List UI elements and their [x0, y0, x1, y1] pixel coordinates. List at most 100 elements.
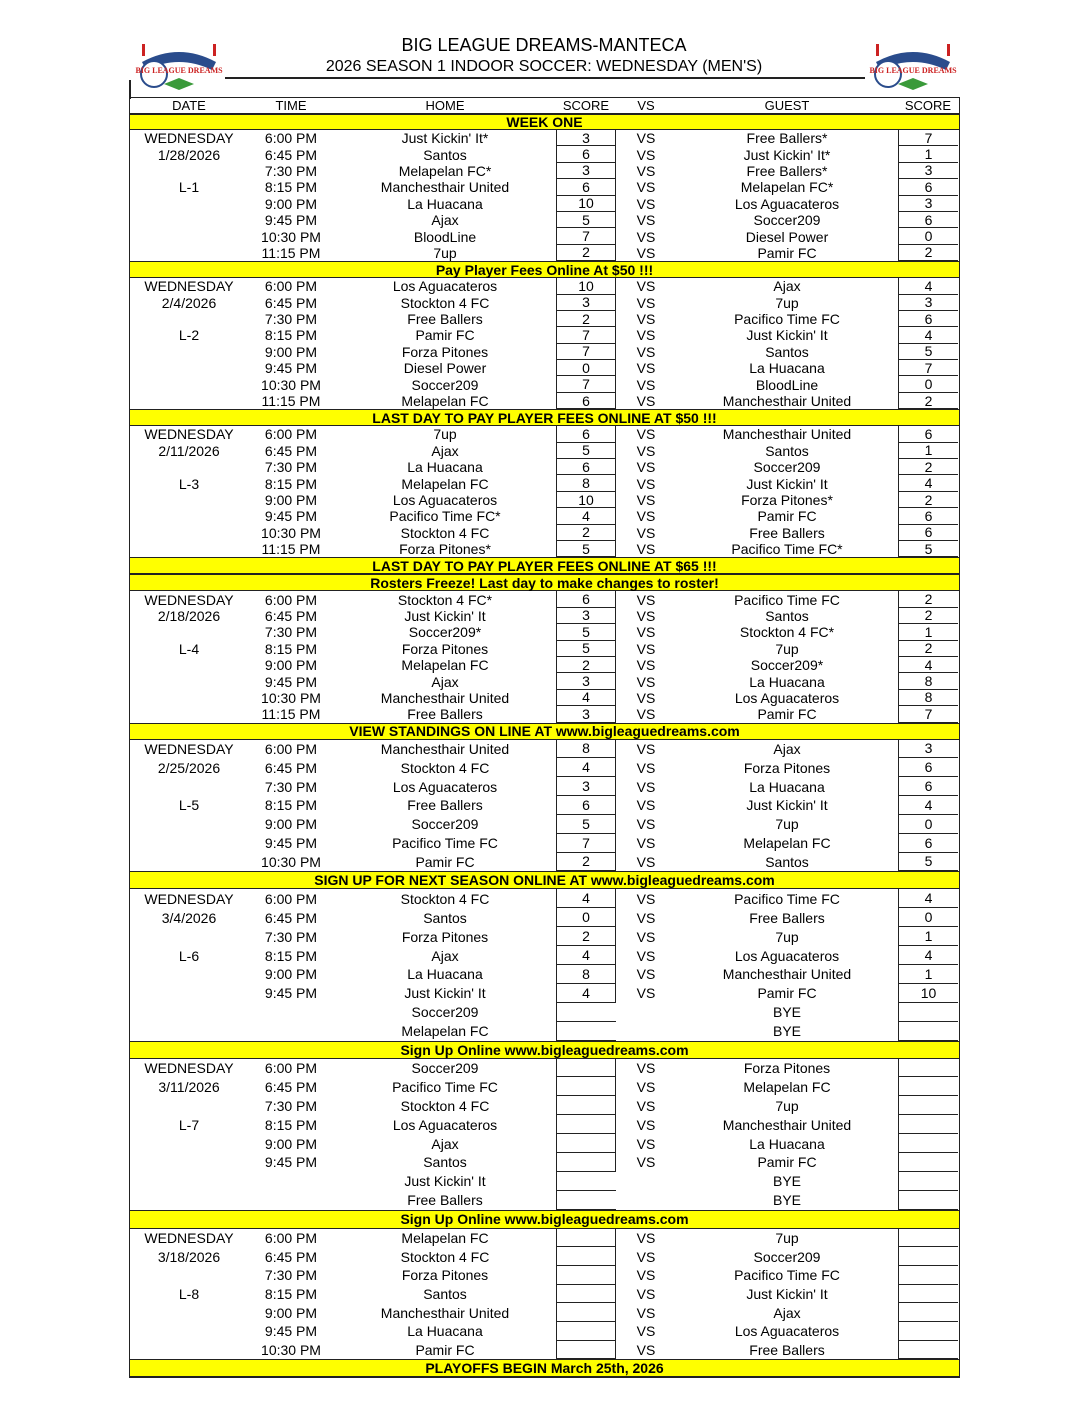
vs-label: VS: [636, 797, 656, 814]
guest-score: 2: [898, 491, 958, 509]
home-score: 7: [556, 833, 616, 853]
table-row: L-4 8:15 PM Forza Pitones 5 VS 7up 2: [130, 640, 959, 657]
guest-team: Santos: [765, 343, 809, 360]
date-cell: [130, 1096, 248, 1115]
table-row: WEDNESDAY 6:00 PM Manchesthair United 8 VS Aj…: [130, 739, 959, 759]
home-team: Soccer209: [411, 816, 479, 833]
home-team: Ajax: [431, 212, 459, 229]
guest-team: Just Kickin' It: [746, 797, 828, 814]
home-score: 7: [556, 376, 616, 393]
home-score: 2: [556, 244, 616, 262]
home-score: 5: [556, 640, 616, 657]
guest-score: 6: [898, 426, 958, 443]
guest-score: 0: [898, 228, 958, 245]
time-cell: 7:30 PM: [264, 162, 318, 179]
home-score: 2: [556, 310, 616, 328]
vs-label: [616, 1022, 676, 1041]
guest-team: La Huacana: [749, 673, 825, 690]
home-score: 7: [556, 343, 616, 361]
home-team: Just Kickin' It*: [401, 130, 489, 147]
banner-notice: VIEW STANDINGS ON LINE AT www.bigleagued…: [130, 722, 959, 740]
vs-label: VS: [636, 1304, 656, 1321]
guest-score: 4: [898, 889, 958, 909]
guest-team: Free Ballers: [749, 524, 825, 541]
col-date: DATE: [172, 98, 206, 113]
time-cell: 9:00 PM: [264, 1304, 318, 1321]
table-row: 11:15 PM Free Ballers 3 VS Pamir FC 7: [130, 706, 959, 723]
time-cell: 10:30 PM: [261, 853, 321, 870]
guest-score: 3: [898, 739, 958, 759]
table-row: L-7 8:15 PM Los Aguacateros VS Manchesthair …: [130, 1115, 959, 1135]
home-team: Melapelan FC*: [398, 162, 492, 179]
time-cell: 7:30 PM: [264, 1267, 318, 1284]
home-score: 6: [556, 426, 616, 443]
guest-team: BYE: [772, 1004, 801, 1021]
guest-team: BYE: [772, 1192, 801, 1209]
guest-team: Melapelan FC: [743, 835, 831, 852]
date-cell: [130, 344, 248, 360]
time-cell: 10:30 PM: [261, 228, 321, 245]
vs-label: VS: [636, 426, 656, 443]
guest-score: 4: [898, 656, 958, 674]
vs-label: VS: [636, 360, 656, 377]
guest-score: 2: [898, 459, 958, 476]
banner-notice: WEEK ONE: [130, 114, 959, 130]
time-cell: 9:00 PM: [264, 492, 318, 508]
banner-notice: LAST DAY TO PAY PLAYER FEES ONLINE AT $5…: [130, 409, 959, 427]
guest-team: Pacifico Time FC: [734, 311, 840, 328]
time-cell: 8:15 PM: [264, 475, 318, 492]
banner-notice: Pay Player Fees Online At $50 !!!: [130, 261, 959, 279]
col-home: HOME: [425, 98, 465, 113]
vs-label: VS: [636, 909, 656, 926]
time-cell: 10:30 PM: [261, 376, 321, 393]
table-row: WEDNESDAY 6:00 PM 7up 6 VS Manchesthair Unite…: [130, 426, 959, 443]
time-cell: 7:30 PM: [264, 459, 318, 476]
table-row: 2/11/2026 6:45 PM Ajax 5 VS Santos 1: [130, 442, 959, 460]
table-row: 3/18/2026 6:45 PM Stockton 4 FC VS Soccer209: [130, 1247, 959, 1267]
time-cell: 9:45 PM: [264, 212, 318, 229]
time-cell: 8:15 PM: [264, 640, 318, 657]
time-cell: 7:30 PM: [264, 928, 318, 945]
home-team: La Huacana: [407, 459, 483, 476]
vs-label: VS: [636, 890, 656, 907]
col-guest-score: SCORE: [904, 98, 952, 113]
home-score: [556, 1228, 616, 1248]
table-row: WEDNESDAY 6:00 PM Soccer209 VS Forza Pitones: [130, 1058, 959, 1078]
home-team: Pacifico Time FC: [392, 835, 498, 852]
vs-label: VS: [636, 146, 656, 163]
date-cell: [130, 706, 248, 722]
home-score: 2: [556, 927, 616, 947]
home-score: 7: [556, 228, 616, 245]
time-cell: 9:45 PM: [264, 985, 318, 1002]
home-team: Stockton 4 FC: [400, 524, 490, 541]
vs-label: VS: [636, 740, 656, 757]
table-row: 2/18/2026 6:45 PM Just Kickin' It 3 VS Santos…: [130, 607, 959, 625]
guest-score: 6: [898, 758, 958, 778]
guest-team: Santos: [765, 442, 809, 459]
guest-score: 7: [898, 130, 958, 147]
date-cell: 3/11/2026: [158, 1078, 220, 1095]
home-team: Stockton 4 FC: [400, 759, 490, 776]
time-cell: 10:30 PM: [261, 1342, 321, 1359]
home-team: Los Aguacateros: [392, 1116, 498, 1133]
date-cell: [130, 1153, 248, 1172]
home-score: 6: [556, 179, 616, 196]
table-row: 7:30 PM Melapelan FC* 3 VS Free Ballers* 3: [130, 162, 959, 180]
home-team: Free Ballers: [407, 311, 483, 328]
table-row: L-5 8:15 PM Free Ballers 6 VS Just Kickin' It…: [130, 796, 959, 815]
home-team: La Huacana: [407, 1323, 483, 1340]
table-row: 9:00 PM Manchesthair United VS Ajax: [130, 1303, 959, 1323]
guest-team: BYE: [772, 1023, 801, 1040]
date-cell: [130, 1322, 248, 1341]
date-cell: [130, 1191, 248, 1210]
guest-team: Pacifico Time FC: [734, 1267, 840, 1284]
vs-label: VS: [636, 657, 656, 674]
home-team: Forza Pitones: [401, 1267, 489, 1284]
time-cell: 8:15 PM: [264, 947, 318, 964]
guest-team: Pamir FC: [757, 244, 817, 261]
time-cell: 7:30 PM: [264, 311, 318, 328]
big-league-dreams-logo: BIG LEAGUE DREAMS: [869, 44, 957, 90]
home-team: Manchesthair United: [380, 1304, 510, 1321]
vs-label: VS: [636, 244, 656, 261]
home-team: Pamir FC: [415, 853, 475, 870]
